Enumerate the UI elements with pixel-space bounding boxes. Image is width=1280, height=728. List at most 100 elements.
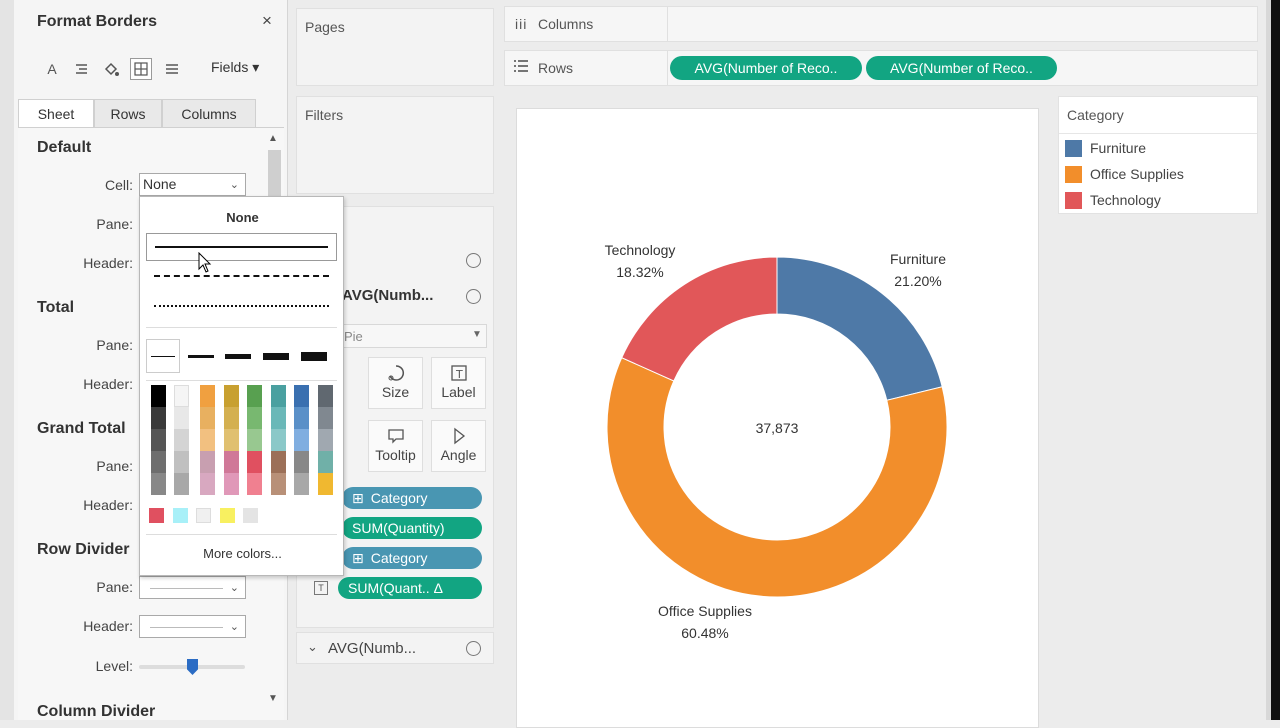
font-icon[interactable]: A <box>47 61 57 77</box>
sum-quantity-label-pill[interactable]: SUM(Quant.. Δ <box>338 577 482 599</box>
color-swatch[interactable] <box>317 429 333 451</box>
none-option[interactable]: None <box>226 210 259 225</box>
color-swatch[interactable] <box>223 473 239 495</box>
scroll-thumb[interactable] <box>268 150 281 210</box>
default-header-label: Header: <box>83 255 133 271</box>
color-swatch[interactable] <box>219 508 235 523</box>
label-button[interactable]: T Label <box>431 357 486 409</box>
size-button[interactable]: Size <box>368 357 423 409</box>
width-option-2[interactable] <box>184 339 218 373</box>
color-swatch[interactable] <box>270 429 286 451</box>
legend-item-technology[interactable]: Technology <box>1065 191 1161 209</box>
color-swatch[interactable] <box>151 407 166 429</box>
cell-select[interactable]: None ⌄ <box>139 173 246 196</box>
dashed-line-option[interactable] <box>146 263 337 291</box>
rows-pill-2[interactable]: AVG(Number of Reco.. <box>866 56 1057 80</box>
color-swatch[interactable] <box>223 407 239 429</box>
more-colors-link[interactable]: More colors... <box>203 546 282 561</box>
color-swatch[interactable] <box>270 473 286 495</box>
scroll-down-icon[interactable]: ▼ <box>268 693 278 704</box>
level-slider-thumb[interactable] <box>187 659 198 675</box>
width-option-4[interactable] <box>259 339 293 373</box>
cell-label: Cell: <box>104 177 133 193</box>
donut-slice-technology[interactable] <box>621 256 778 382</box>
chevron-down-icon[interactable]: ⌄ <box>307 639 318 654</box>
legend-item-office-supplies[interactable]: Office Supplies <box>1065 165 1184 183</box>
color-swatch[interactable] <box>317 407 333 429</box>
color-swatch[interactable] <box>151 473 166 495</box>
expand-icon: ⊞ <box>352 489 364 506</box>
marks-avg-label[interactable]: AVG(Numb... <box>342 287 434 304</box>
color-swatch[interactable] <box>294 451 309 473</box>
tooltip-button[interactable]: Tooltip <box>368 420 423 472</box>
columns-shelf[interactable]: iii Columns <box>504 6 1258 42</box>
pill-text: Category <box>370 550 428 566</box>
tab-sheet[interactable]: Sheet <box>18 99 94 128</box>
category-color-pill[interactable]: ⊞ Category <box>342 487 482 509</box>
color-swatch[interactable] <box>172 508 188 523</box>
color-swatch[interactable] <box>270 385 286 407</box>
width-option-5[interactable] <box>297 339 331 373</box>
color-swatch[interactable] <box>247 407 262 429</box>
color-legend: Category Furniture Office Supplies Techn… <box>1058 96 1258 214</box>
color-swatch[interactable] <box>270 407 286 429</box>
align-icon[interactable] <box>70 58 92 80</box>
width-option-3[interactable] <box>221 339 255 373</box>
color-swatch[interactable] <box>151 385 166 407</box>
color-swatch[interactable] <box>149 508 164 523</box>
rows-pill-1[interactable]: AVG(Number of Reco.. <box>670 56 862 80</box>
tab-rows[interactable]: Rows <box>94 99 162 127</box>
color-swatch[interactable] <box>247 385 262 407</box>
color-swatch[interactable] <box>270 451 286 473</box>
row-divider-header-select[interactable]: ⌄ <box>139 615 246 638</box>
color-swatch[interactable] <box>247 429 262 451</box>
color-swatch[interactable] <box>200 473 215 495</box>
angle-label: Angle <box>440 447 477 463</box>
color-swatch[interactable] <box>294 473 309 495</box>
solid-line-option[interactable] <box>146 233 337 261</box>
color-swatch[interactable] <box>200 385 215 407</box>
color-swatch[interactable] <box>200 451 215 473</box>
lines-icon[interactable] <box>161 58 183 80</box>
color-swatch[interactable] <box>317 451 333 473</box>
color-swatch[interactable] <box>294 429 309 451</box>
color-swatch[interactable] <box>223 385 239 407</box>
dotted-line-option[interactable] <box>146 293 337 321</box>
color-swatch[interactable] <box>294 385 309 407</box>
color-swatch[interactable] <box>151 429 166 451</box>
legend-item-label: Office Supplies <box>1090 166 1184 182</box>
color-swatch[interactable] <box>174 407 189 429</box>
avg-bottom-label[interactable]: AVG(Numb... <box>328 640 417 657</box>
color-swatch[interactable] <box>243 508 258 523</box>
color-swatch[interactable] <box>247 473 262 495</box>
legend-item-furniture[interactable]: Furniture <box>1065 139 1146 157</box>
color-swatch[interactable] <box>200 407 215 429</box>
color-swatch[interactable] <box>223 429 239 451</box>
tab-columns[interactable]: Columns <box>162 99 256 127</box>
color-swatch[interactable] <box>317 473 333 495</box>
category-detail-pill[interactable]: ⊞ Category <box>342 547 482 569</box>
shading-icon[interactable] <box>100 58 122 80</box>
row-divider-pane-select[interactable]: ⌄ <box>139 576 246 599</box>
sum-quantity-pill[interactable]: SUM(Quantity) <box>342 517 482 539</box>
color-swatch[interactable] <box>174 385 189 407</box>
borders-icon[interactable] <box>130 58 152 80</box>
color-swatch[interactable] <box>174 451 189 473</box>
color-swatch[interactable] <box>196 508 211 523</box>
close-icon[interactable]: × <box>262 11 272 30</box>
color-swatch[interactable] <box>174 429 189 451</box>
color-swatch[interactable] <box>317 385 333 407</box>
pill-text: Category <box>370 490 428 506</box>
color-swatch[interactable] <box>174 473 189 495</box>
color-swatch[interactable] <box>223 451 239 473</box>
width-option-1[interactable] <box>146 339 180 373</box>
color-swatch[interactable] <box>151 451 166 473</box>
angle-button[interactable]: Angle <box>431 420 486 472</box>
color-swatch[interactable] <box>247 451 262 473</box>
fields-dropdown[interactable]: Fields ▾ <box>211 59 260 75</box>
donut-slice-office-supplies[interactable] <box>606 357 948 598</box>
color-swatch[interactable] <box>200 429 215 451</box>
mark-type-select[interactable]: Pie ▼ <box>337 324 487 348</box>
color-swatch[interactable] <box>294 407 309 429</box>
scroll-up-icon[interactable]: ▲ <box>268 133 278 144</box>
